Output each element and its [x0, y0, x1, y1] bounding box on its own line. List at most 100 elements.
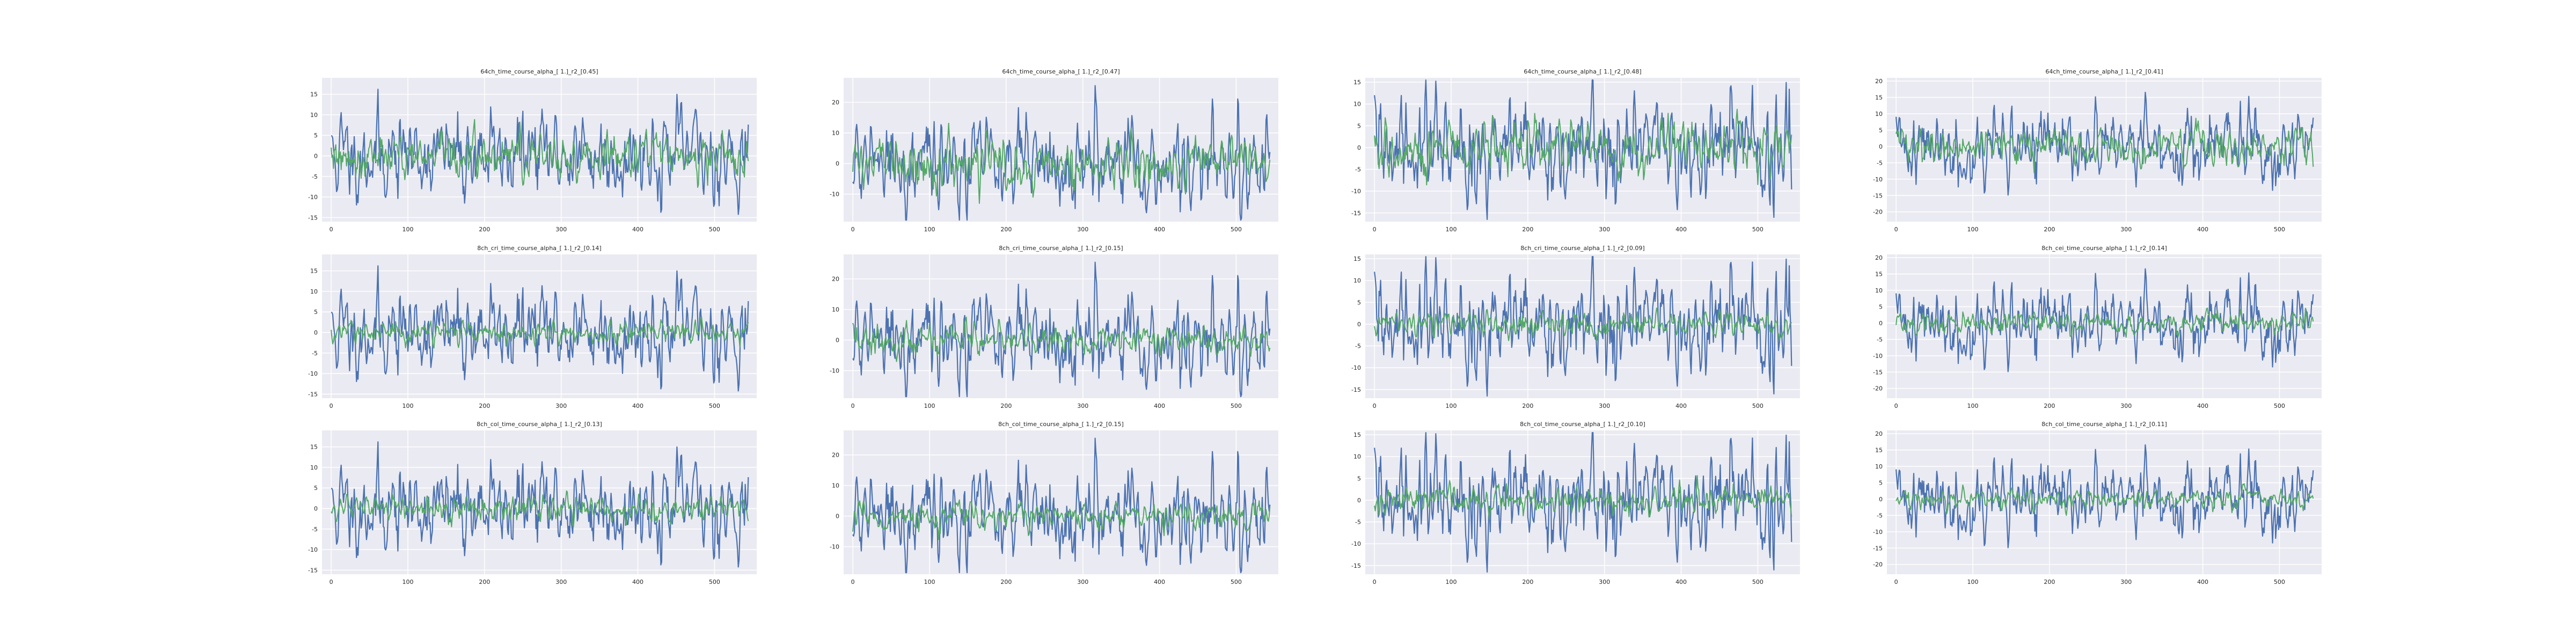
y-tick-label: -10 [1873, 529, 1883, 536]
x-tick-label: 500 [2274, 226, 2285, 233]
series-line-green [331, 490, 749, 528]
y-tick-label: -10 [1351, 364, 1361, 371]
y-tick-label: 15 [1353, 431, 1361, 438]
y-tick-label: 0 [1357, 497, 1361, 504]
x-tick-label: 500 [709, 402, 720, 409]
x-tick-label: 100 [402, 402, 414, 409]
y-tick-label: -5 [1355, 519, 1361, 526]
x-tick-label: 500 [2274, 579, 2285, 586]
y-tick-label: 10 [1875, 287, 1883, 294]
y-tick-label: -5 [312, 350, 318, 357]
x-tick-label: 100 [402, 226, 414, 233]
y-tick-label: -5 [1355, 343, 1361, 350]
x-tick-label: 300 [2120, 226, 2132, 233]
x-tick-label: 500 [1752, 402, 1763, 409]
y-tick-label: 5 [1879, 303, 1883, 310]
x-tick-label: 300 [555, 402, 567, 409]
y-tick-label: 20 [832, 276, 839, 283]
y-tick-label: 0 [314, 329, 318, 336]
x-tick-label: 200 [1522, 579, 1533, 586]
y-tick-label: 20 [832, 99, 839, 106]
x-tick-label: 100 [1967, 226, 1979, 233]
y-tick-label: 5 [1357, 475, 1361, 482]
y-tick-label: -20 [1873, 561, 1883, 568]
y-tick-label: 5 [314, 309, 318, 316]
x-tick-label: 300 [1599, 402, 1610, 409]
y-tick-label: 0 [314, 505, 318, 512]
x-tick-label: 300 [1077, 226, 1088, 233]
y-tick-label: 10 [1353, 277, 1361, 284]
subplot-5: 0 100 200 300 400 500 -15 -10 -5 0 5 10 15 8ch_cri_ti… [308, 245, 757, 409]
x-tick-label: 400 [1675, 579, 1687, 586]
x-tick-label: 500 [1752, 226, 1763, 233]
subplot-title: 8ch_col_time_course_alpha_[ 1.]_r2_[0.11… [2041, 421, 2167, 428]
y-tick-label: -5 [312, 526, 318, 533]
subplot-10: 0 100 200 300 400 500 -10 0 10 20 8ch_col_time_cou… [830, 421, 1278, 586]
y-tick-label: -10 [1351, 188, 1361, 195]
x-tick-label: 100 [924, 226, 935, 233]
x-tick-label: 200 [479, 402, 490, 409]
y-tick-label: 0 [836, 160, 839, 167]
y-tick-label: -5 [1877, 336, 1883, 343]
y-tick-label: 20 [1875, 78, 1883, 85]
series-line-green [852, 316, 1271, 362]
y-tick-label: 10 [310, 112, 318, 119]
y-tick-label: 20 [1875, 254, 1883, 261]
x-tick-label: 500 [709, 579, 720, 586]
series-line-blue [1896, 91, 2314, 196]
x-tick-label: 0 [1894, 579, 1898, 586]
plot-area [1887, 430, 2322, 574]
x-tick-label: 200 [479, 226, 490, 233]
x-tick-label: 0 [851, 402, 855, 409]
y-tick-label: -20 [1873, 385, 1883, 392]
subplot-7: 0 100 200 300 400 500 -15 -10 -5 0 5 10 15 8ch_cri_ti… [1351, 245, 1800, 409]
x-tick-label: 0 [330, 402, 333, 409]
x-tick-label: 0 [1373, 579, 1377, 586]
subplot-title: 8ch_col_time_course_alpha_[ 1.]_r2_[0.10… [1520, 421, 1645, 428]
x-tick-label: 300 [555, 226, 567, 233]
subplot-8: 0 100 200 300 400 500 -20 -15 -10 -5 0 5 10 15 20 8ch_c… [1873, 245, 2322, 409]
series-line-blue [852, 85, 1271, 221]
x-tick-label: 400 [1675, 402, 1687, 409]
x-tick-label: 200 [1522, 226, 1533, 233]
x-tick-label: 500 [1231, 579, 1242, 586]
y-tick-label: -10 [830, 544, 839, 551]
plot-area [844, 78, 1278, 222]
x-tick-label: 500 [1231, 226, 1242, 233]
series-line-green [1896, 308, 2314, 338]
series-line-blue [1374, 79, 1792, 220]
y-tick-label: 10 [1353, 101, 1361, 108]
x-tick-label: 0 [851, 226, 855, 233]
y-tick-label: 10 [832, 130, 839, 137]
subplot-title: 64ch_time_course_alpha_[ 1.]_r2_[0.41] [2045, 68, 2163, 75]
y-tick-label: 15 [1875, 447, 1883, 454]
x-tick-label: 300 [1077, 579, 1088, 586]
y-tick-label: 10 [1875, 463, 1883, 470]
x-tick-label: 200 [2044, 226, 2055, 233]
y-tick-label: -10 [830, 191, 839, 198]
subplot-12: 0 100 200 300 400 500 -20 -15 -10 -5 0 5 10 15 20 8ch_c… [1873, 421, 2322, 586]
y-tick-label: 10 [310, 288, 318, 295]
subplot-title: 8ch_cri_time_course_alpha_[ 1.]_r2_[0.15… [999, 245, 1123, 252]
x-tick-label: 400 [2197, 579, 2208, 586]
subplot-title: 8ch_col_time_course_alpha_[ 1.]_r2_[0.15… [998, 421, 1124, 428]
series-line-green [1374, 308, 1792, 341]
series-line-green [1374, 108, 1792, 186]
series-line-blue [852, 261, 1271, 398]
x-tick-label: 0 [330, 579, 333, 586]
y-tick-label: 5 [1357, 299, 1361, 306]
y-tick-label: 0 [1357, 144, 1361, 151]
y-tick-label: -15 [308, 567, 318, 574]
series-line-blue [1896, 268, 2314, 372]
x-tick-label: 100 [1967, 579, 1979, 586]
y-tick-label: 5 [1879, 479, 1883, 486]
y-tick-label: 0 [1357, 321, 1361, 328]
y-tick-label: 5 [1879, 127, 1883, 134]
x-tick-label: 0 [1373, 402, 1377, 409]
y-tick-label: 5 [314, 132, 318, 139]
x-tick-label: 100 [1446, 226, 1457, 233]
x-tick-label: 500 [1231, 402, 1242, 409]
y-tick-label: 15 [1875, 271, 1883, 278]
y-tick-label: 15 [1353, 79, 1361, 86]
